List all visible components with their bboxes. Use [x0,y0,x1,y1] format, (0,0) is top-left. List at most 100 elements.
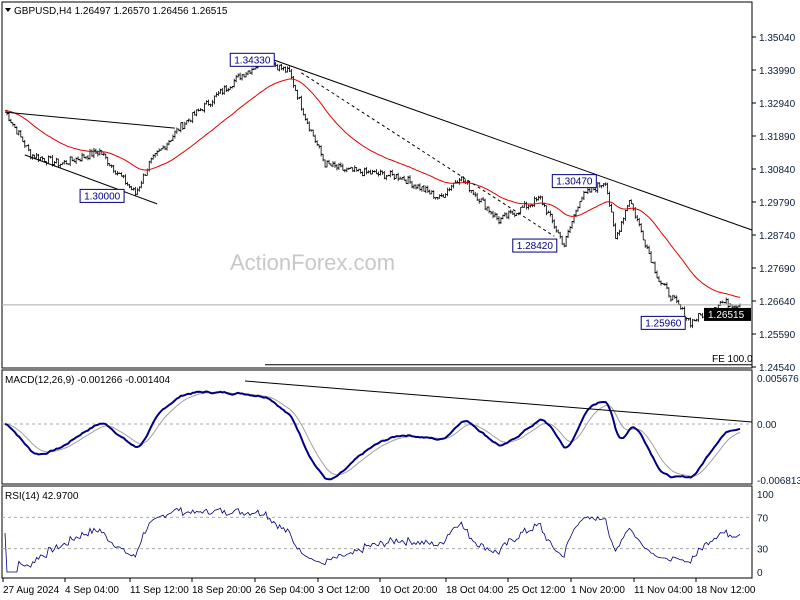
price-bar [378,169,382,176]
trendline[interactable] [24,154,158,205]
price-bar [299,95,303,111]
price-bar [438,194,442,199]
price-bar [108,163,112,167]
macd-panel[interactable] [1,369,753,485]
price-bar [191,111,195,124]
rsi-tick-label: 100 [757,490,774,501]
price-annotation-box[interactable] [229,52,275,67]
price-bar [519,206,523,214]
time-tick-label: 1 Nov 20:00 [571,585,625,596]
price-annotation-box[interactable] [551,174,597,189]
price-bar [68,156,72,166]
price-bar [355,167,359,172]
price-bar [505,212,509,219]
price-bar [594,187,598,193]
price-bar [612,211,616,227]
price-bar [276,64,280,71]
price-bar [293,84,297,91]
price-annotation-box[interactable] [79,188,125,203]
price-bar [104,153,108,160]
dropdown-triangle-icon[interactable] [5,8,11,12]
trendline[interactable] [301,72,555,237]
time-tick-label: 11 Sep 12:00 [130,585,189,596]
price-bar [580,196,584,202]
rsi-line [4,506,741,573]
macd-tick-label: 0.00 [757,420,777,431]
price-bar [236,73,240,78]
price-annotation-label: 1.30470 [556,177,593,188]
price-bar [92,147,96,159]
price-bar [552,219,556,229]
price-bar [675,295,679,304]
price-bar [250,67,254,75]
price-bar [475,192,479,201]
price-bar [212,95,216,105]
price-bar [197,108,201,112]
time-tick-label: 18 Oct 04:00 [446,585,504,596]
trendline[interactable] [265,56,753,231]
price-bar [408,175,412,184]
price-annotation-box[interactable] [640,315,686,330]
price-bar [23,139,27,148]
price-bar [649,251,653,263]
price-bar [80,152,84,162]
price-bar [19,130,23,138]
price-bar [21,136,25,143]
rsi-tick-label: 70 [757,513,769,524]
price-bar [566,229,570,238]
price-bar [167,139,171,146]
chart-header: GBPUSD,H4 1.26497 1.26570 1.26456 1.2651… [14,6,228,17]
trendline[interactable] [4,111,175,129]
price-annotation-label: 1.30000 [84,191,121,202]
price-bar [495,213,499,221]
price-bar [171,134,175,142]
price-bar [457,177,461,185]
price-bar [54,157,58,164]
price-bar [452,182,456,189]
price-tick-label: 1.30840 [759,165,796,176]
rsi-panel[interactable] [1,485,753,579]
time-tick-label: 18 Sep 20:00 [192,585,252,596]
price-bar [513,212,517,218]
price-bar [424,185,428,194]
price-bar [560,235,564,245]
price-bar [175,127,179,134]
price-bar [86,155,90,161]
price-panel[interactable] [1,1,753,369]
price-bar [562,242,566,248]
price-bar [351,167,355,172]
current-price-label: 1.26515 [708,310,745,321]
price-bar [442,194,446,198]
price-bar [503,212,507,217]
price-bar [88,148,92,160]
price-bar [220,87,224,96]
price-bar [359,168,363,174]
macd-trendline[interactable] [244,380,753,423]
price-annotation-box[interactable] [512,238,558,253]
price-bar [614,223,618,239]
rsi-label: RSI(14) 42.9700 [5,491,79,502]
price-bar [635,215,639,222]
price-bar [56,158,60,168]
price-bar [163,145,167,151]
price-bar [669,295,673,302]
price-tick-label: 1.35040 [759,33,796,44]
price-bar [181,122,185,131]
price-bar [533,196,537,207]
price-bar [548,210,552,217]
price-bar [487,206,491,214]
price-bar [291,76,295,88]
time-tick-label: 26 Sep 04:00 [255,585,315,596]
price-bar [493,212,497,218]
price-bar [491,210,495,219]
price-bar [440,193,444,197]
price-annotation-label: 1.25960 [645,318,682,329]
price-bar [647,245,651,255]
price-bar [187,118,191,123]
price-bar [139,180,143,189]
price-bar [248,70,252,74]
price-bar [224,85,228,93]
price-bar [586,187,590,194]
price-bar [426,185,430,193]
price-bar [558,231,562,239]
